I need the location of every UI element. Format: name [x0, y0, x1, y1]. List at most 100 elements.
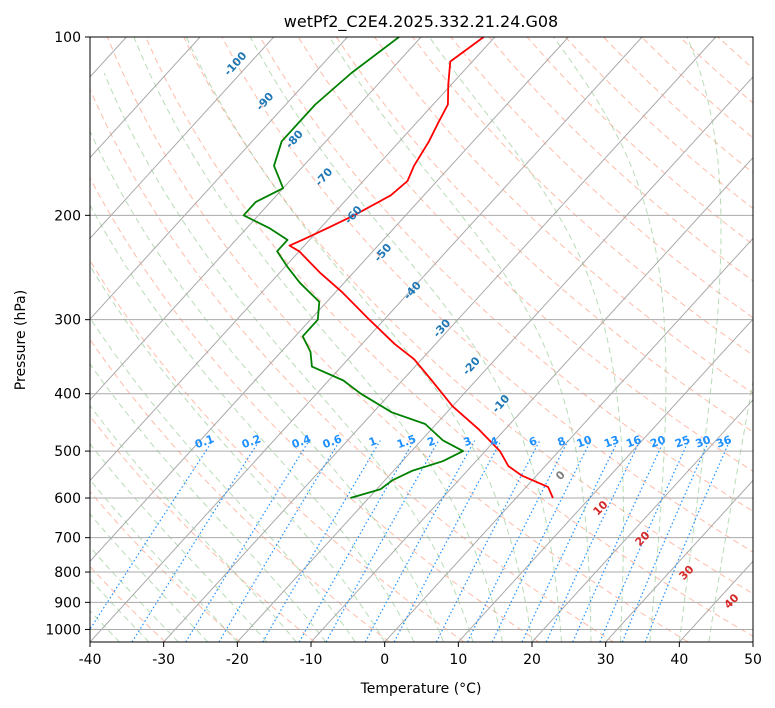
mixing-ratio-line [90, 440, 214, 631]
moist-adiabat [185, 37, 533, 642]
isotherm [678, 560, 753, 642]
y-tick-label: 500 [54, 444, 81, 460]
dry-adiabat [679, 37, 753, 104]
dry-adiabat [450, 37, 753, 319]
moist-adiabat [90, 130, 445, 642]
moist-adiabat [249, 37, 562, 642]
dry-adiabat [564, 37, 753, 210]
isotherm [752, 641, 753, 642]
y-tick-label: 200 [54, 208, 81, 224]
x-tick-label: 40 [670, 652, 688, 668]
isotherm [236, 76, 753, 642]
dry-adiabat-label: -90 [253, 90, 276, 114]
mixing-ratio-label: 0.2 [240, 432, 263, 451]
mixing-ratio-line [218, 440, 341, 642]
chart-title: wetPf2_C2E4.2025.332.21.24.G08 [284, 12, 558, 32]
mixing-ratio-label: 13 [602, 433, 621, 450]
mixing-ratio-line [521, 440, 619, 642]
axis-ticks: -40 -30 -20 -10 0 10 20 30 40 5010009008007006005… [45, 30, 762, 668]
dewpoint-profile [242, 37, 464, 499]
mixing-ratio-label: 25 [673, 433, 692, 450]
dry-adiabat-label: -50 [371, 241, 394, 265]
isotherm [90, 37, 275, 240]
dry-adiabat [145, 37, 753, 637]
mixing-ratio-label: 2 [425, 434, 437, 449]
plot-frame [89, 36, 754, 643]
mixing-ratio-label: 36 [714, 433, 733, 451]
profile-lines [242, 37, 554, 499]
isotherm [605, 479, 753, 642]
dry-adiabat [374, 37, 753, 394]
dry-adiabat-label: -20 [460, 354, 483, 378]
x-tick-label: 30 [597, 652, 615, 668]
dry-adiabat [106, 37, 689, 642]
dry-adiabat-label: -10 [489, 392, 512, 416]
dry-adiabat [412, 37, 753, 356]
dry-adiabat [90, 259, 465, 642]
mixing-ratio-line [599, 440, 690, 642]
mixing-ratio-label: 4 [488, 434, 500, 449]
moist-adiabat [90, 317, 356, 642]
mixing-ratio-label: 1.5 [395, 432, 418, 451]
mixing-ratio-label: 0.1 [193, 432, 216, 451]
mixing-ratio-line [572, 440, 665, 642]
moist-adiabat [328, 37, 592, 642]
moist-adiabat [678, 37, 722, 642]
mixing-ratio-line [621, 440, 710, 642]
isotherm [90, 37, 496, 482]
dry-adiabat-label: -100 [221, 49, 249, 78]
mixing-ratio-label: 30 [694, 433, 713, 451]
mixing-ratio-line [545, 440, 641, 642]
dry-adiabat [756, 37, 775, 642]
mixing-ratio-label: 0.6 [321, 432, 344, 451]
dry-adiabat [90, 565, 166, 642]
dry-adiabat [488, 37, 753, 282]
dry-adiabat [90, 415, 316, 642]
mixing-ratio-line [262, 440, 381, 642]
mixing-ratio-label: 3 [462, 434, 474, 449]
x-tick-label: 50 [744, 652, 762, 668]
mixing-ratio-label: 16 [624, 433, 643, 451]
dry-adiabat [603, 37, 753, 174]
isotherm [457, 318, 753, 642]
isotherm [384, 237, 753, 642]
y-tick-label: 900 [54, 595, 81, 611]
mixing-ratio-line [491, 440, 592, 642]
dry-adiabat [259, 37, 753, 512]
isotherm [90, 37, 422, 401]
moist-adiabat-label: 10 [591, 498, 611, 518]
dry-adiabat [335, 37, 753, 433]
moist-adiabat [708, 378, 753, 642]
x-tick-label: -30 [152, 652, 175, 668]
mixing-ratio-label: 1 [367, 434, 379, 449]
mixing-ratio-label: 6 [527, 434, 539, 449]
y-axis-label: Pressure (hPa) [13, 290, 29, 390]
mixing-ratio-line [131, 440, 260, 642]
mixing-ratio-label: 10 [575, 433, 594, 451]
moist-adiabat-label: 30 [677, 562, 697, 582]
dry-adiabat [183, 37, 753, 595]
y-tick-label: 300 [54, 313, 81, 329]
x-tick-label: -40 [79, 652, 102, 668]
y-tick-label: 1000 [45, 622, 81, 638]
isotherm [90, 37, 569, 563]
x-tick-label: 20 [523, 652, 541, 668]
dry-adiabat-label: -70 [312, 165, 335, 189]
y-tick-label: 600 [54, 491, 81, 507]
mixing-ratio-label: 20 [648, 433, 667, 451]
x-axis-label: Temperature (°C) [360, 681, 482, 697]
temperature-profile [288, 37, 554, 499]
isotherm [90, 37, 201, 159]
isotherm [531, 399, 753, 642]
x-tick-label: -20 [226, 652, 249, 668]
x-tick-label: 10 [449, 652, 467, 668]
dry-adiabat [297, 37, 753, 472]
dry-adiabat [90, 88, 614, 642]
moist-adiabat [90, 443, 268, 642]
mixing-ratio-line [298, 440, 415, 642]
mixing-ratio-line [364, 440, 476, 642]
dry-adiabat [641, 37, 753, 139]
y-tick-label: 400 [54, 387, 81, 403]
moist-adiabat-label: 40 [722, 591, 742, 611]
background-lines [90, 37, 775, 642]
